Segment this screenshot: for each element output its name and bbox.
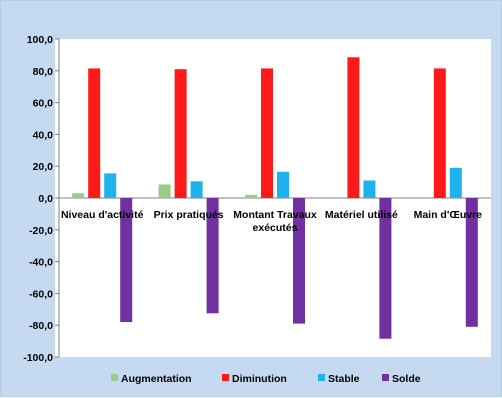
y-tick-label: 80,0 [33, 66, 54, 78]
y-tick-label: 100,0 [27, 34, 53, 46]
category-label: Prix pratiqués [154, 209, 224, 221]
category-label-line: Montant Travaux [233, 209, 317, 221]
y-tick-label: -20,0 [29, 225, 53, 237]
category-label: Niveau d'activité [61, 209, 144, 221]
y-tick-label: 0,0 [38, 193, 53, 205]
category-label: Montant Travaux exécutés [233, 209, 317, 234]
bar-stable [449, 167, 462, 198]
y-tick-label: 20,0 [33, 161, 54, 173]
bar-diminution [88, 68, 101, 198]
category-label-line: Prix pratiqués [154, 209, 224, 221]
bar-stable [277, 171, 289, 198]
category-label-line: Niveau d'activité [61, 209, 144, 221]
bar-solde [465, 198, 478, 327]
bar-solde [206, 198, 219, 314]
category-label: Main d'Œuvre [414, 209, 483, 221]
legend-label: Stable [328, 373, 360, 385]
legend-label: Solde [392, 373, 421, 385]
bar-augmentation [245, 194, 257, 198]
category-label-line: Matériel utilisé [325, 209, 398, 221]
legend-swatch [111, 374, 118, 381]
legend-swatch [318, 374, 325, 381]
bar-solde [120, 198, 133, 323]
y-tick-label: -60,0 [29, 288, 53, 300]
y-tick-label: -80,0 [29, 320, 53, 332]
y-tick-label: 40,0 [33, 129, 54, 141]
bar-augmentation [158, 184, 171, 198]
legend-swatch [382, 374, 389, 381]
bar-diminution [433, 68, 446, 198]
bar-diminution [261, 68, 273, 198]
legend-swatch [222, 374, 229, 381]
bar-augmentation [72, 193, 85, 198]
bar-stable [190, 181, 203, 198]
category-label: Matériel utilisé [325, 209, 398, 221]
y-tick-label: -40,0 [29, 257, 53, 269]
bar-stable [104, 173, 117, 198]
bar-diminution [174, 69, 187, 199]
legend-label: Diminution [232, 373, 287, 385]
category-label-line: exécutés [253, 222, 298, 234]
bar-solde [293, 198, 305, 324]
category-label-line: Main d'Œuvre [414, 209, 483, 221]
bar-solde [379, 198, 392, 339]
legend-label: Augmentation [121, 373, 192, 385]
y-tick-label: -100,0 [23, 352, 53, 364]
bar-stable [363, 180, 376, 198]
y-tick-label: 60,0 [33, 98, 54, 110]
bar-diminution [347, 57, 360, 198]
